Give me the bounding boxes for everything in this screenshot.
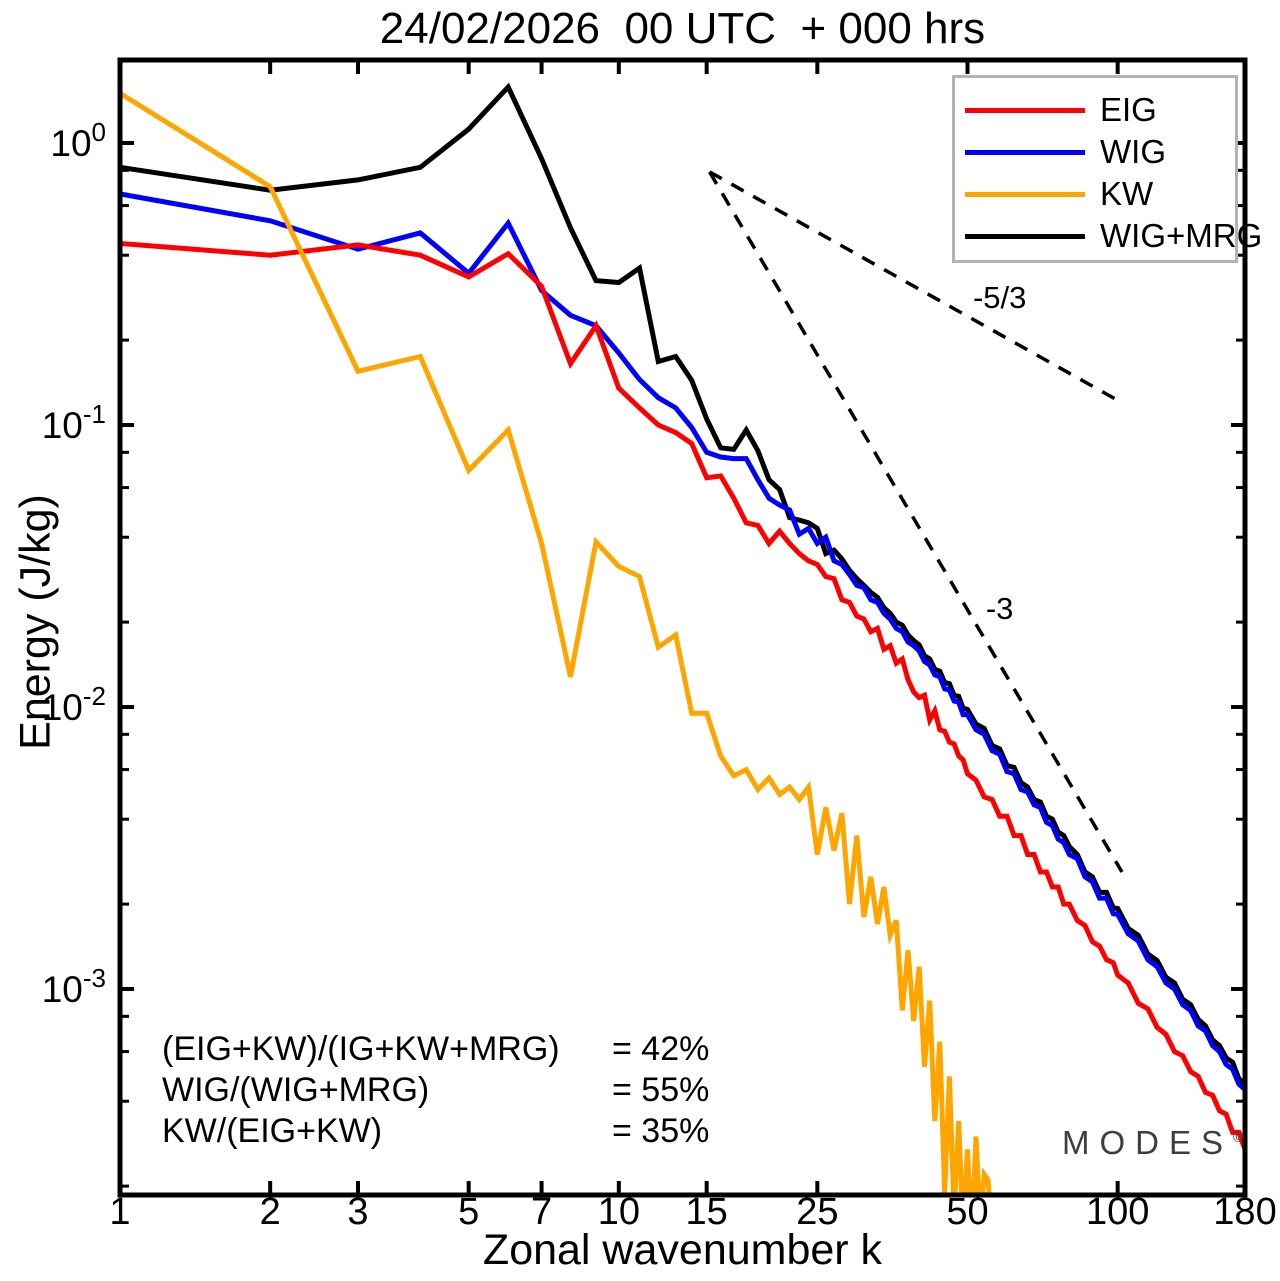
ratio-label-2: WIG/(WIG+MRG)	[162, 1071, 430, 1109]
legend-item-kw: KW	[955, 173, 1235, 215]
svg-text:10-2: 10-2	[42, 681, 106, 728]
svg-text:1: 1	[109, 1191, 130, 1233]
svg-text:10-3: 10-3	[42, 963, 106, 1010]
legend-label-wig: WIG	[1100, 133, 1166, 170]
svg-text:-5/3: -5/3	[973, 280, 1026, 315]
annotation-row: (EIG+KW)/(IG+KW+MRG) = 42%	[0, 1030, 1280, 1070]
legend-item-eig: EIG	[955, 89, 1235, 131]
ratio-value-1: = 42%	[612, 1030, 710, 1068]
svg-text:25: 25	[796, 1191, 838, 1233]
svg-text:2: 2	[260, 1191, 281, 1233]
svg-text:10-1: 10-1	[42, 399, 106, 446]
svg-text:3: 3	[347, 1191, 368, 1233]
legend: EIG WIG KW WIG+MRG	[952, 75, 1262, 263]
annotation-row: WIG/(WIG+MRG) = 55%	[0, 1071, 1280, 1111]
legend-item-wig: WIG	[955, 131, 1235, 173]
ratio-label-3: KW/(EIG+KW)	[162, 1112, 383, 1150]
ratio-label-1: (EIG+KW)/(IG+KW+MRG)	[162, 1030, 560, 1068]
plot-title: 24/02/2026 00 UTC + 000 hrs	[379, 4, 986, 53]
svg-text:15: 15	[686, 1191, 728, 1233]
svg-text:7: 7	[531, 1191, 552, 1233]
x-axis-label: Zonal wavenumber k	[482, 1226, 883, 1274]
svg-text:100: 100	[50, 117, 106, 164]
y-axis-label: Energy (J/kg)	[11, 494, 60, 750]
svg-text:100: 100	[1086, 1191, 1149, 1233]
copyright-icon: ©	[1233, 1129, 1245, 1146]
svg-text:180: 180	[1213, 1191, 1276, 1233]
modes-watermark-text: MODES	[1062, 1124, 1234, 1161]
legend-label-eig: EIG	[1100, 91, 1157, 128]
modes-watermark: MODES©	[1062, 1124, 1244, 1162]
ratio-value-3: = 35%	[612, 1112, 710, 1150]
legend-item-wig-mrg: WIG+MRG	[955, 215, 1262, 257]
wig-line-sample	[965, 149, 1085, 155]
legend-label-kw: KW	[1100, 175, 1154, 212]
wig-mrg-line-sample	[965, 233, 1085, 239]
legend-label-wig-mrg: WIG+MRG	[1100, 217, 1263, 254]
annotation-row: KW/(EIG+KW) = 35%	[0, 1112, 1280, 1152]
eig-line-sample	[965, 107, 1085, 113]
ratio-value-2: = 55%	[612, 1071, 710, 1109]
svg-text:50: 50	[946, 1191, 988, 1233]
svg-text:5: 5	[458, 1191, 479, 1233]
svg-text:10: 10	[598, 1191, 640, 1233]
kw-line-sample	[965, 191, 1085, 197]
svg-text:-3: -3	[986, 591, 1014, 626]
